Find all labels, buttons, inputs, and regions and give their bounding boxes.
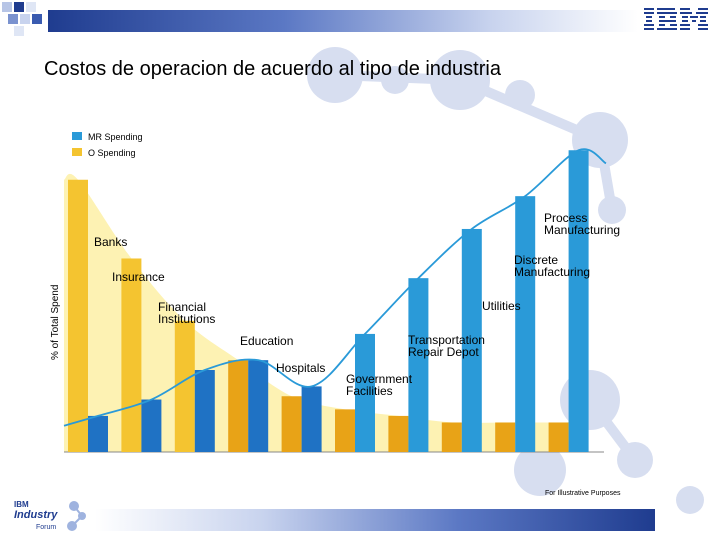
category-label-government-facilities-2: Facilities	[346, 384, 393, 398]
page-title: Costos de operacion de acuerdo al tipo d…	[44, 58, 501, 80]
o-bar-government-facilities	[335, 409, 355, 452]
o-bar-transportation-repair-depot	[388, 415, 409, 452]
industry-forum-logo	[67, 501, 86, 531]
mr-bar-hospitals	[301, 386, 322, 452]
footer-gradient-bar	[95, 509, 655, 531]
mr-bar-utilities	[461, 228, 482, 452]
category-label-government-facilities-1: Government	[346, 372, 413, 386]
category-label-hospitals-1: Hospitals	[276, 361, 325, 375]
category-label-process-manufacturing-1: Process	[544, 211, 587, 225]
top-squares-decoration	[0, 0, 48, 40]
mr-bar-financial-institutions	[194, 370, 215, 452]
top-band	[0, 0, 720, 40]
legend-swatch-2	[72, 148, 82, 156]
category-label-discrete-manufacturing-2: Manufacturing	[514, 265, 590, 279]
o-bar-education	[228, 360, 249, 452]
o-bar-discrete-manufacturing	[495, 422, 516, 452]
top-gradient-bar	[48, 10, 638, 32]
o-bar-financial-institutions	[174, 320, 195, 452]
mr-trend-curve	[63, 148, 607, 427]
ibm-logo	[644, 8, 708, 30]
category-label-discrete-manufacturing-1: Discrete	[514, 253, 558, 267]
mr-bar-transportation-repair-depot	[408, 278, 429, 452]
o-bar-process-manufacturing	[548, 422, 569, 452]
o-bar-hospitals	[281, 396, 302, 452]
legend-swatch-1	[72, 132, 82, 140]
forum-industry-label: Industry	[14, 509, 58, 521]
mr-bar-education	[248, 360, 269, 452]
mr-bar-banks	[88, 415, 108, 452]
mr-bar-insurance	[141, 399, 162, 452]
legend-label-2: O Spending	[88, 148, 136, 158]
illustrative-note: For Illustrative Purposes	[545, 490, 621, 497]
forum-ibm-label: IBM	[14, 500, 29, 509]
category-label-transportation-repair-depot-1: Transportation	[408, 333, 485, 347]
category-label-financial-institutions-2: Institutions	[158, 312, 215, 326]
o-bar-banks	[68, 179, 88, 452]
o-bar-utilities	[441, 422, 462, 452]
category-label-education-1: Education	[240, 334, 293, 348]
category-label-utilities-1: Utilities	[482, 299, 521, 313]
o-bar-insurance	[121, 258, 142, 452]
mr-bar-process-manufacturing	[568, 150, 589, 453]
legend-label-1: MR Spending	[88, 132, 143, 142]
mr-bar-discrete-manufacturing	[515, 196, 536, 452]
category-label-insurance-1: Insurance	[112, 270, 165, 284]
mr-bar-government-facilities	[355, 333, 375, 452]
y-axis-label: % of Total Spend	[50, 285, 61, 360]
forum-forum-label: Forum	[36, 524, 57, 531]
category-label-transportation-repair-depot-2: Repair Depot	[408, 345, 479, 359]
category-label-banks-1: Banks	[94, 235, 127, 249]
category-label-financial-institutions-1: Financial	[158, 300, 206, 314]
category-label-process-manufacturing-2: Manufacturing	[544, 223, 620, 237]
